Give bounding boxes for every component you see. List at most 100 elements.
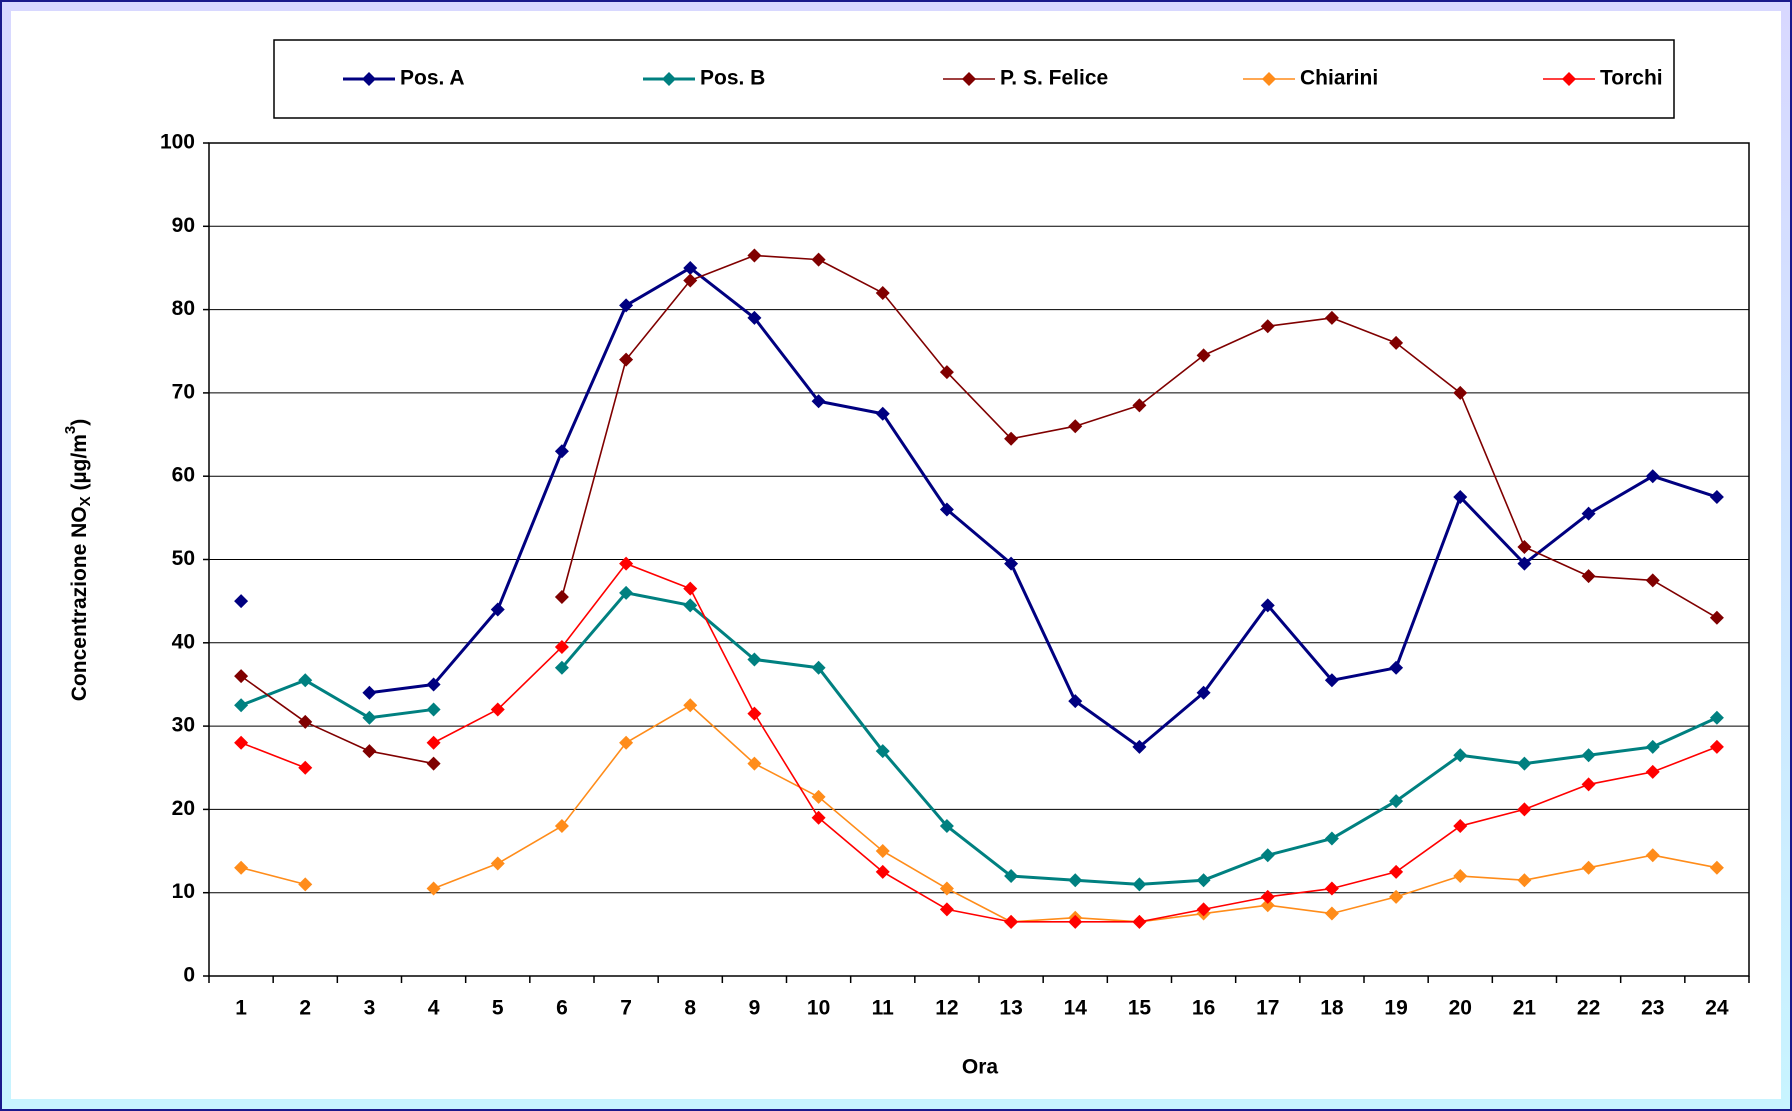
y-tick-label: 40 [172,630,195,653]
series-line [369,266,1718,749]
x-tick-label: 16 [1192,997,1215,1020]
data-point [1068,419,1083,434]
y-tick-label: 90 [172,214,195,237]
data-point [747,248,762,263]
y-tick-label: 70 [172,380,195,403]
x-tick-label: 21 [1513,997,1537,1020]
data-point [1068,694,1083,709]
data-point [1709,860,1724,875]
y-tick-label: 10 [172,880,195,903]
data-point [1581,748,1596,763]
x-axis-label: Ora [962,1056,999,1079]
x-tick-label: 19 [1384,997,1407,1020]
data-point [1581,777,1596,792]
legend-label: P. S. Felice [1000,67,1108,90]
x-tick-label: 8 [684,997,696,1020]
data-point [1517,873,1532,888]
data-point [1196,348,1211,363]
data-point [1132,398,1147,413]
data-point [1260,898,1275,913]
data-point [1324,831,1339,846]
data-point [811,810,826,825]
data-point [1004,914,1019,929]
data-point [1324,310,1339,325]
data-point [490,856,505,871]
data-point [1453,490,1468,505]
data-point [298,877,313,892]
data-point [1581,569,1596,584]
y-axis-label: Concentrazione NOX (µg/m3) [62,419,94,701]
x-tick-label: 13 [999,997,1022,1020]
data-point [875,744,890,759]
series-line [240,678,434,720]
data-point [1581,860,1596,875]
data-point [875,844,890,859]
data-point [234,735,249,750]
data-point [1453,869,1468,884]
data-point [939,819,954,834]
data-point [747,310,762,325]
data-point [619,352,634,367]
data-point [939,881,954,896]
data-point [619,585,634,600]
chart-area [11,11,1781,1099]
y-label-part: (µg/m [68,434,91,496]
data-point [939,365,954,380]
data-point [1645,469,1660,484]
x-tick-label: 6 [556,997,568,1020]
data-point [1260,598,1275,613]
y-label-sub: X [77,496,94,506]
data-point [875,406,890,421]
data-point [490,702,505,717]
data-point [1709,610,1724,625]
data-point [1709,710,1724,725]
x-tick-label: 11 [872,997,895,1020]
data-point [747,756,762,771]
x-tick-label: 10 [807,997,830,1020]
x-tick-label: 14 [1064,997,1088,1020]
data-point [1517,540,1532,555]
data-point [298,714,313,729]
data-point [234,594,249,609]
data-point [362,685,377,700]
data-point [1260,319,1275,334]
data-point [1453,748,1468,763]
data-point [747,706,762,721]
data-point [1389,335,1404,350]
data-point [683,598,698,613]
data-point [1709,490,1724,505]
data-point [1645,739,1660,754]
data-point [1645,573,1660,588]
legend-marker [662,72,676,86]
data-point [1068,873,1083,888]
data-point [1196,685,1211,700]
x-tick-label: 9 [749,997,761,1020]
data-point [234,698,249,713]
data-point [1324,906,1339,921]
data-point [875,864,890,879]
data-point [811,252,826,267]
y-tick-label: 20 [172,797,195,820]
data-point [1068,914,1083,929]
data-point [1709,739,1724,754]
data-point [298,673,313,688]
data-point [811,789,826,804]
x-tick-label: 15 [1128,997,1152,1020]
data-point [619,298,634,313]
data-point [1517,756,1532,771]
data-point [426,677,441,692]
data-point [619,735,634,750]
data-point [490,602,505,617]
series-line [240,866,306,886]
legend-marker [962,72,976,86]
data-point [234,860,249,875]
legend-marker [362,72,376,86]
y-tick-label: 50 [172,547,195,570]
data-point [683,698,698,713]
data-point [1004,556,1019,571]
data-point [1004,431,1019,446]
data-point [1324,881,1339,896]
data-point [683,273,698,288]
y-tick-label: 60 [172,464,195,487]
